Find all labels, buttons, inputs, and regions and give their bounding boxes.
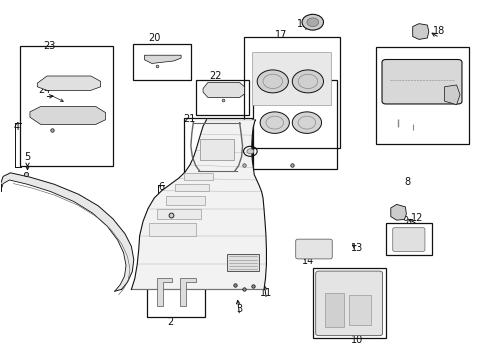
Text: 24: 24: [39, 85, 51, 95]
Polygon shape: [131, 120, 266, 289]
Circle shape: [260, 112, 289, 134]
Text: 1: 1: [212, 213, 218, 222]
Bar: [348, 295, 370, 325]
Text: 23: 23: [43, 41, 56, 50]
Bar: [375, 47, 468, 144]
Bar: [149, 223, 195, 235]
Polygon shape: [144, 55, 181, 63]
Bar: [147, 273, 205, 317]
Bar: [20, 45, 113, 166]
Text: 4: 4: [13, 122, 20, 132]
Text: 13: 13: [350, 243, 362, 253]
Text: 17: 17: [274, 30, 286, 40]
Bar: [157, 210, 200, 220]
Circle shape: [292, 112, 321, 134]
Bar: [253, 80, 336, 169]
Text: 11: 11: [260, 288, 272, 298]
Bar: [183, 173, 212, 180]
Polygon shape: [203, 82, 244, 98]
Bar: [227, 254, 259, 271]
Polygon shape: [157, 278, 172, 306]
Bar: [133, 44, 190, 80]
Bar: [325, 293, 344, 327]
Text: 9: 9: [402, 216, 407, 226]
Circle shape: [306, 18, 318, 27]
Text: 7: 7: [167, 198, 173, 208]
Bar: [199, 139, 233, 160]
Text: 5: 5: [24, 152, 31, 162]
Polygon shape: [390, 204, 406, 220]
FancyBboxPatch shape: [315, 271, 382, 336]
Bar: [175, 184, 209, 192]
Text: 12: 12: [410, 213, 423, 222]
Bar: [166, 196, 205, 205]
Polygon shape: [37, 76, 101, 90]
Bar: [244, 37, 339, 148]
Text: 20: 20: [148, 33, 160, 43]
Text: 14: 14: [301, 256, 313, 266]
Text: 6: 6: [158, 182, 164, 192]
Text: 18: 18: [432, 26, 445, 36]
Text: 16: 16: [242, 132, 254, 142]
Polygon shape: [30, 107, 105, 125]
Bar: [183, 118, 251, 184]
Polygon shape: [180, 278, 195, 306]
FancyBboxPatch shape: [392, 228, 424, 251]
Bar: [312, 268, 385, 338]
Bar: [195, 80, 249, 116]
Polygon shape: [444, 85, 459, 105]
Polygon shape: [0, 173, 134, 291]
Text: 22: 22: [208, 71, 221, 81]
Polygon shape: [412, 24, 428, 40]
Circle shape: [302, 14, 323, 30]
FancyBboxPatch shape: [381, 59, 461, 104]
Text: 8: 8: [404, 177, 410, 187]
Text: 15: 15: [272, 75, 284, 85]
Text: 19: 19: [296, 19, 308, 29]
Circle shape: [246, 149, 253, 154]
Text: 21: 21: [183, 114, 196, 124]
Bar: [251, 51, 330, 105]
Bar: [385, 223, 431, 255]
FancyBboxPatch shape: [295, 239, 331, 259]
Text: 10: 10: [350, 334, 362, 345]
Circle shape: [257, 70, 288, 93]
Text: 3: 3: [236, 304, 242, 314]
Text: 2: 2: [167, 317, 173, 327]
Circle shape: [292, 70, 323, 93]
